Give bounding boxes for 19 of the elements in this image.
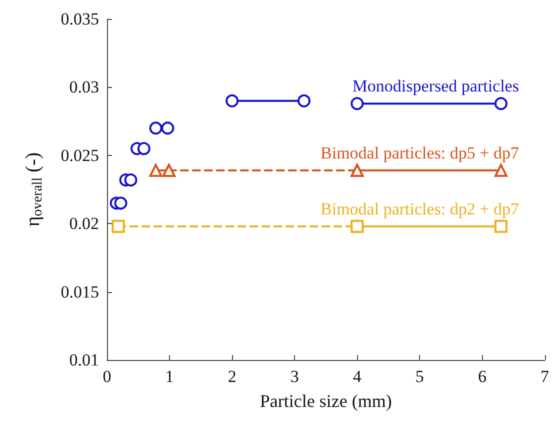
x-tick-label: 3 <box>290 367 299 386</box>
x-axis-title: Particle size (mm) <box>260 391 392 411</box>
series-label: Monodispersed particles <box>352 76 519 96</box>
y-tick-label: 0.03 <box>69 78 99 97</box>
y-tick-label: 0.01 <box>69 350 99 370</box>
x-tick-label: 7 <box>540 367 550 386</box>
y-tick-label: 0.025 <box>60 146 99 165</box>
series-label: Bimodal particles: dp5 + dp7 <box>320 143 520 162</box>
series-label: Bimodal particles: dp2 + dp7 <box>320 199 520 218</box>
y-tick-label: 0.02 <box>69 214 99 234</box>
x-tick-label: 2 <box>228 367 236 386</box>
x-tick-label: 5 <box>415 367 424 386</box>
x-tick-label: 0 <box>102 367 112 386</box>
x-tick-label: 4 <box>352 367 362 386</box>
y-tick-label: 0.015 <box>60 282 99 302</box>
y-axis-title: ηoverall (-) <box>22 152 46 227</box>
y-tick-label: 0.035 <box>60 10 99 28</box>
x-tick-label: 1 <box>165 367 174 386</box>
x-tick-label: 6 <box>478 367 486 386</box>
